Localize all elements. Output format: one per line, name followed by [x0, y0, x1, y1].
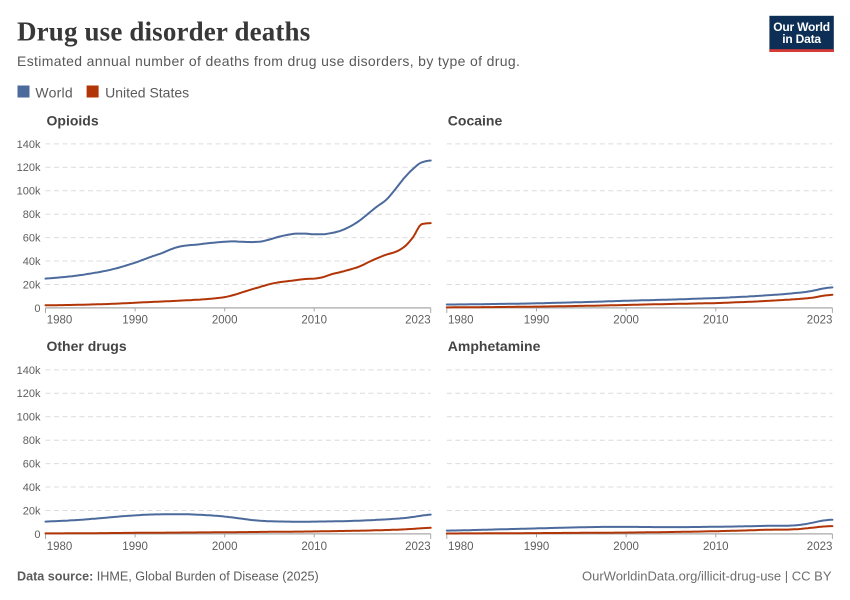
svg-text:Estimated annual number of dea: Estimated annual number of deaths from d…	[17, 53, 520, 69]
svg-text:2010: 2010	[301, 315, 327, 327]
svg-text:1980: 1980	[47, 315, 73, 327]
svg-text:2000: 2000	[212, 541, 238, 553]
svg-text:1980: 1980	[448, 541, 474, 553]
svg-text:100k: 100k	[17, 186, 41, 198]
svg-text:Other drugs: Other drugs	[47, 338, 127, 354]
svg-text:0: 0	[34, 529, 40, 541]
svg-text:0: 0	[34, 303, 40, 315]
svg-text:40k: 40k	[23, 482, 41, 494]
svg-text:Drug use disorder deaths: Drug use disorder deaths	[17, 16, 310, 46]
svg-text:40k: 40k	[23, 256, 41, 268]
svg-text:1980: 1980	[448, 315, 474, 327]
svg-text:2000: 2000	[613, 315, 639, 327]
svg-text:1980: 1980	[47, 541, 73, 553]
svg-text:United States: United States	[105, 85, 189, 101]
svg-text:100k: 100k	[17, 412, 41, 424]
svg-text:1990: 1990	[122, 541, 148, 553]
svg-text:60k: 60k	[23, 459, 41, 471]
svg-text:2023: 2023	[405, 315, 431, 327]
svg-text:Amphetamine: Amphetamine	[448, 338, 541, 354]
svg-text:80k: 80k	[23, 435, 41, 447]
svg-text:140k: 140k	[17, 139, 41, 151]
svg-text:1990: 1990	[122, 315, 148, 327]
svg-text:2010: 2010	[703, 541, 729, 553]
svg-text:2000: 2000	[613, 541, 639, 553]
svg-text:20k: 20k	[23, 505, 41, 517]
svg-text:60k: 60k	[23, 233, 41, 245]
svg-text:2023: 2023	[405, 541, 431, 553]
svg-text:80k: 80k	[23, 209, 41, 221]
svg-text:in Data: in Data	[782, 32, 821, 46]
svg-text:2010: 2010	[703, 315, 729, 327]
svg-text:2023: 2023	[807, 315, 833, 327]
svg-text:Our World: Our World	[773, 20, 830, 34]
svg-text:140k: 140k	[17, 365, 41, 377]
svg-text:1990: 1990	[524, 315, 550, 327]
svg-text:2023: 2023	[807, 541, 833, 553]
svg-text:20k: 20k	[23, 279, 41, 291]
svg-text:120k: 120k	[17, 388, 41, 400]
svg-text:2010: 2010	[301, 541, 327, 553]
svg-text:Data source: IHME, Global Burd: Data source: IHME, Global Burden of Dise…	[17, 570, 319, 584]
svg-text:Opioids: Opioids	[47, 113, 99, 129]
svg-text:OurWorldinData.org/illicit-dru: OurWorldinData.org/illicit-drug-use | CC…	[582, 569, 832, 584]
svg-text:120k: 120k	[17, 162, 41, 174]
svg-text:Cocaine: Cocaine	[448, 113, 503, 129]
svg-text:1990: 1990	[524, 541, 550, 553]
svg-text:2000: 2000	[212, 315, 238, 327]
svg-text:World: World	[35, 85, 73, 101]
